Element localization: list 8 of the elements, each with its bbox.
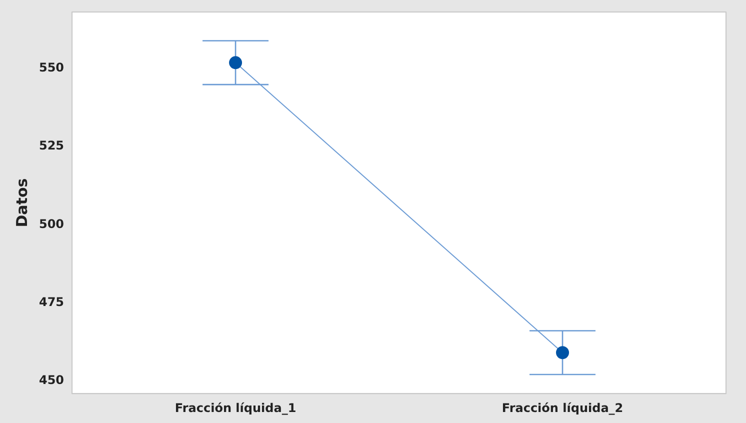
y-tick-label: 550 (38, 60, 64, 74)
y-axis-title: Datos (12, 178, 31, 228)
y-tick-label: 500 (38, 216, 64, 231)
y-tick-label: 450 (38, 373, 64, 388)
x-tick-label: Fracción líquida_2 (502, 400, 624, 415)
y-tick-label: 475 (38, 295, 64, 310)
x-tick-label: Fracción líquida_1 (174, 400, 296, 415)
y-tick-label: 525 (38, 138, 64, 153)
